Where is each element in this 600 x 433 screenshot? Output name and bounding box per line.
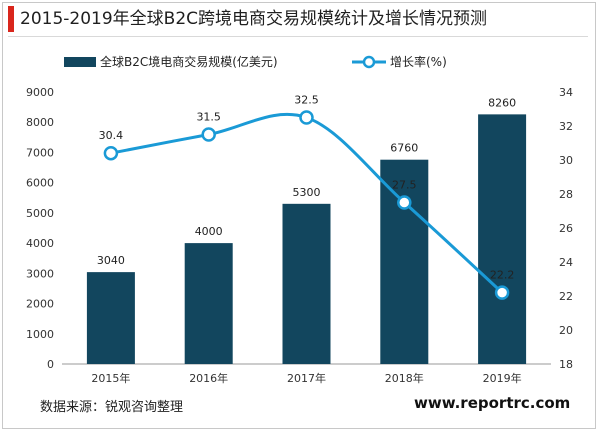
legend-bar-label: 全球B2C境电商交易规模(亿美元)	[100, 54, 278, 69]
legend-line-marker	[362, 55, 376, 69]
y-right-tick-label: 30	[559, 154, 573, 167]
growth-point	[494, 285, 510, 300]
title-divider	[8, 36, 588, 37]
y-left-tick-label: 1000	[26, 328, 54, 341]
y-left-tick-label: 6000	[26, 177, 54, 190]
y-left-tick-label: 5000	[26, 207, 54, 220]
y-right-tick-label: 22	[559, 290, 573, 303]
website-label: www.reportrc.com	[414, 394, 571, 412]
bar	[478, 114, 527, 364]
growth-value-label: 27.5	[392, 179, 417, 192]
x-tick-label: 2019年	[483, 371, 522, 385]
bar	[184, 243, 233, 364]
bars	[86, 114, 527, 364]
bar-value-label: 8260	[488, 96, 516, 109]
x-tick-label: 2017年	[287, 371, 326, 385]
y-right-tick-label: 20	[559, 324, 573, 337]
bar	[380, 159, 429, 364]
growth-value-label: 32.5	[294, 94, 319, 107]
growth-point	[201, 127, 216, 142]
y-left-tick-label: 8000	[26, 116, 54, 129]
y-right-tick-label: 18	[559, 358, 573, 371]
y-left-tick-label: 9000	[26, 86, 54, 99]
bar-value-label: 5300	[293, 186, 321, 199]
y-right-tick-label: 32	[559, 120, 573, 133]
bar-value-label: 4000	[195, 225, 223, 238]
growth-value-label: 30.4	[99, 129, 124, 142]
growth-value-label: 22.2	[490, 269, 515, 282]
legend-line-label: 增长率(%)	[390, 54, 447, 69]
bar-value-label: 6760	[390, 142, 418, 155]
y-left-tick-label: 4000	[26, 237, 54, 250]
growth-value-label: 31.5	[196, 111, 221, 124]
title-accent-bar	[8, 6, 14, 32]
data-source: 数据来源：锐观咨询整理	[40, 400, 184, 415]
y-right-tick-label: 28	[559, 188, 573, 201]
y-left-tick-label: 3000	[26, 267, 54, 280]
chart-title: 2015-2019年全球B2C跨境电商交易规模统计及增长情况预测	[20, 9, 488, 29]
growth-line	[103, 110, 510, 300]
y-left-tick-label: 2000	[26, 298, 54, 311]
bar	[282, 203, 331, 364]
y-left-tick-label: 0	[47, 358, 54, 371]
growth-point	[299, 110, 314, 125]
y-right-tick-label: 24	[559, 256, 573, 269]
growth-point	[397, 195, 412, 210]
axes: 0 1000 2000 3000 4000 5000 6000 7000 8000 9000 18 2…	[26, 86, 573, 385]
x-tick-label: 2016年	[189, 371, 228, 385]
x-tick-label: 2015年	[91, 371, 130, 385]
bar-value-label: 3040	[97, 254, 125, 267]
y-right-tick-label: 34	[559, 86, 573, 99]
legend: 全球B2C境电商交易规模(亿美元) 增长率(%)	[64, 54, 447, 69]
data-labels: 3040 4000 5300 6760 8260 30.4 31.5 32.5 27.5 22.2	[97, 94, 516, 282]
legend-bar-swatch	[64, 57, 96, 67]
bar	[86, 272, 135, 364]
x-tick-label: 2018年	[385, 371, 424, 385]
y-left-tick-label: 7000	[26, 146, 54, 159]
y-right-tick-label: 26	[559, 222, 573, 235]
growth-point	[103, 145, 119, 161]
